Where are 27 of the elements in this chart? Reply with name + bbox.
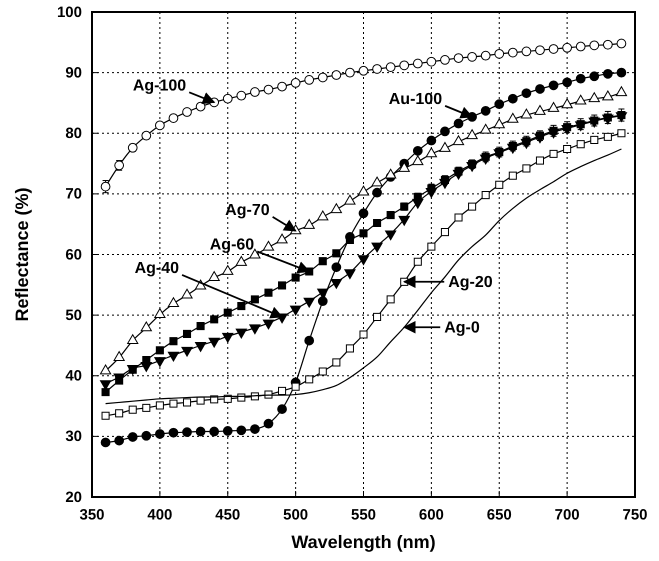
annotation: Ag-100 [132,77,186,94]
x-tick-label: 450 [215,506,240,524]
x-tick-label: 500 [283,506,308,524]
x-tick-label: 600 [418,506,444,524]
y-tick-label: 40 [65,368,82,385]
x-tick-label: 400 [147,506,172,524]
y-tick-label: 100 [56,4,82,21]
x-tick-label: 550 [350,506,376,524]
y-tick-label: 70 [65,186,82,203]
y-tick-label: 90 [65,64,82,82]
annotation: Ag-0 [444,319,480,336]
y-tick-label: 50 [65,306,82,324]
x-tick-label: 750 [622,506,648,524]
y-tick-label: 60 [65,246,82,264]
x-axis-title: Wavelength (nm) [291,532,436,552]
x-tick-label: 350 [79,506,105,524]
y-tick-label: 30 [65,428,82,446]
annotation: Ag-70 [225,202,270,219]
y-tick-label: 20 [65,488,82,506]
annotation: Ag-60 [210,236,254,254]
y-axis-title: Reflectance (%) [12,187,32,322]
annotation: Ag-20 [448,274,493,291]
annotation: Au-100 [388,90,442,108]
x-tick-label: 700 [554,506,580,524]
y-tick-label: 80 [65,125,82,142]
annotation: Ag-40 [134,260,180,277]
x-tick-label: 650 [486,506,512,524]
